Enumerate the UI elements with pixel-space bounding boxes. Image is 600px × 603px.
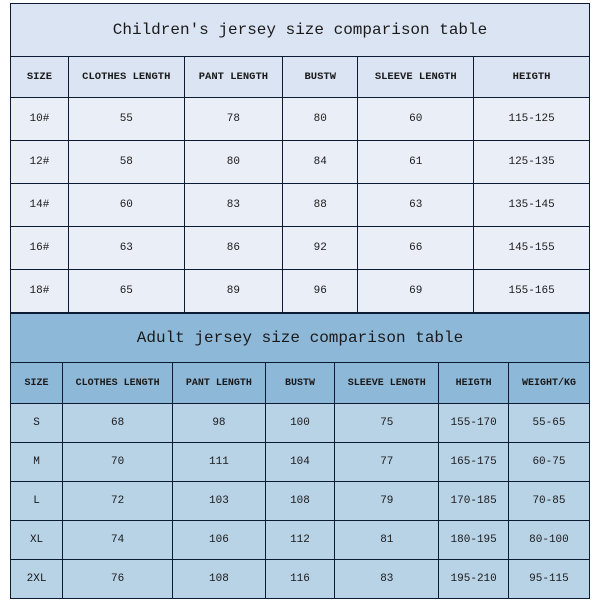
table-row: XL 74 106 112 81 180-195 80-100 [11, 521, 590, 560]
cell: 84 [283, 141, 358, 184]
children-col-sleeve-length: SLEEVE LENGTH [358, 57, 474, 98]
cell: 155-165 [474, 270, 590, 313]
cell: 83 [184, 184, 282, 227]
cell: 69 [358, 270, 474, 313]
cell: 145-155 [474, 227, 590, 270]
cell: 92 [283, 227, 358, 270]
cell: 96 [283, 270, 358, 313]
cell: 165-175 [439, 443, 508, 482]
children-table-title: Children's jersey size comparison table [11, 4, 590, 57]
cell: 16# [11, 227, 69, 270]
table-row: M 70 111 104 77 165-175 60-75 [11, 443, 590, 482]
cell: 125-135 [474, 141, 590, 184]
cell: 55 [68, 98, 184, 141]
cell: XL [11, 521, 63, 560]
table-row: 2XL 76 108 116 83 195-210 95-115 [11, 560, 590, 599]
adult-size-table: Adult jersey size comparison table SIZE … [10, 313, 590, 599]
cell: 79 [335, 482, 439, 521]
children-col-bust: BUSTW [283, 57, 358, 98]
adult-table-title: Adult jersey size comparison table [11, 314, 590, 363]
cell: 80 [184, 141, 282, 184]
table-row: L 72 103 108 79 170-185 70-85 [11, 482, 590, 521]
cell: 74 [63, 521, 173, 560]
cell: 61 [358, 141, 474, 184]
children-size-table: Children's jersey size comparison table … [10, 3, 590, 313]
cell: 55-65 [508, 404, 589, 443]
adult-col-clothes-length: CLOTHES LENGTH [63, 363, 173, 404]
cell: 108 [173, 560, 266, 599]
cell: 100 [265, 404, 334, 443]
adult-col-bust: BUSTW [265, 363, 334, 404]
cell: 115-125 [474, 98, 590, 141]
cell: 18# [11, 270, 69, 313]
cell: 116 [265, 560, 334, 599]
table-row: S 68 98 100 75 155-170 55-65 [11, 404, 590, 443]
cell: 88 [283, 184, 358, 227]
cell: S [11, 404, 63, 443]
cell: 77 [335, 443, 439, 482]
cell: 63 [68, 227, 184, 270]
children-col-pant-length: PANT LENGTH [184, 57, 282, 98]
cell: 83 [335, 560, 439, 599]
cell: 12# [11, 141, 69, 184]
cell: 170-185 [439, 482, 508, 521]
adult-col-sleeve-length: SLEEVE LENGTH [335, 363, 439, 404]
cell: 66 [358, 227, 474, 270]
cell: 98 [173, 404, 266, 443]
children-col-size: SIZE [11, 57, 69, 98]
cell: 112 [265, 521, 334, 560]
cell: 80 [283, 98, 358, 141]
cell: 80-100 [508, 521, 589, 560]
children-col-height: HEIGTH [474, 57, 590, 98]
cell: 75 [335, 404, 439, 443]
cell: 78 [184, 98, 282, 141]
cell: 60 [358, 98, 474, 141]
adult-col-size: SIZE [11, 363, 63, 404]
cell: 81 [335, 521, 439, 560]
cell: M [11, 443, 63, 482]
cell: L [11, 482, 63, 521]
cell: 95-115 [508, 560, 589, 599]
cell: 14# [11, 184, 69, 227]
cell: 104 [265, 443, 334, 482]
cell: 89 [184, 270, 282, 313]
table-row: 14# 60 83 88 63 135-145 [11, 184, 590, 227]
cell: 76 [63, 560, 173, 599]
cell: 106 [173, 521, 266, 560]
cell: 60 [68, 184, 184, 227]
cell: 72 [63, 482, 173, 521]
table-row: 16# 63 86 92 66 145-155 [11, 227, 590, 270]
adult-col-height: HEIGTH [439, 363, 508, 404]
adult-col-pant-length: PANT LENGTH [173, 363, 266, 404]
adult-col-weight: WEIGHT/KG [508, 363, 589, 404]
cell: 70 [63, 443, 173, 482]
cell: 65 [68, 270, 184, 313]
cell: 68 [63, 404, 173, 443]
cell: 111 [173, 443, 266, 482]
cell: 135-145 [474, 184, 590, 227]
cell: 195-210 [439, 560, 508, 599]
cell: 108 [265, 482, 334, 521]
children-col-clothes-length: CLOTHES LENGTH [68, 57, 184, 98]
cell: 155-170 [439, 404, 508, 443]
table-row: 10# 55 78 80 60 115-125 [11, 98, 590, 141]
table-row: 12# 58 80 84 61 125-135 [11, 141, 590, 184]
cell: 10# [11, 98, 69, 141]
cell: 86 [184, 227, 282, 270]
cell: 63 [358, 184, 474, 227]
cell: 2XL [11, 560, 63, 599]
cell: 103 [173, 482, 266, 521]
cell: 180-195 [439, 521, 508, 560]
cell: 60-75 [508, 443, 589, 482]
cell: 58 [68, 141, 184, 184]
table-row: 18# 65 89 96 69 155-165 [11, 270, 590, 313]
cell: 70-85 [508, 482, 589, 521]
